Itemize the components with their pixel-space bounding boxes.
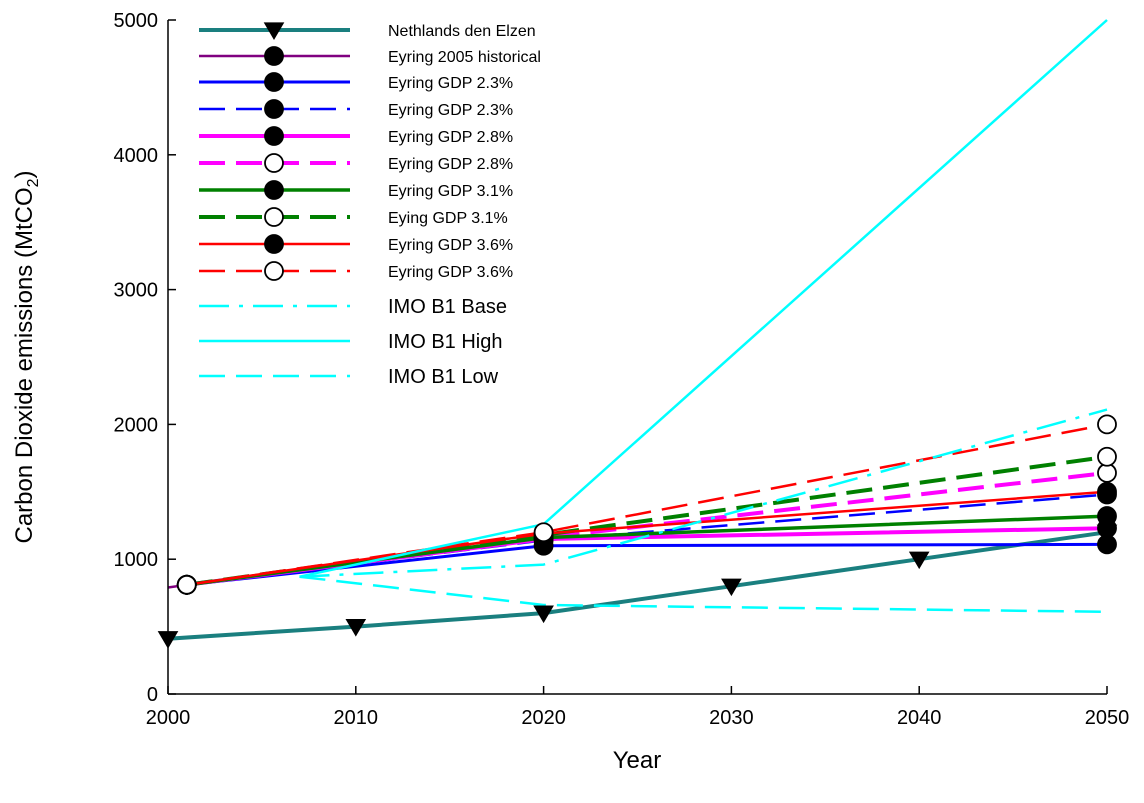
x-tick-label-2050: 2050 <box>1085 707 1130 729</box>
series-0-point-4 <box>908 551 930 570</box>
y-tick-label-4000: 4000 <box>114 145 159 167</box>
legend-marker-1 <box>264 46 284 66</box>
legend-marker-0 <box>263 22 285 40</box>
y-axis-title-subscript: 2 <box>25 178 42 187</box>
y-tick-label-5000: 5000 <box>114 10 159 32</box>
legend-label-6: Eyring GDP 3.1% <box>388 183 513 200</box>
legend-marker-4 <box>264 126 284 146</box>
marker-layer <box>157 414 1118 649</box>
series-0-point-2 <box>533 605 554 624</box>
y-tick-label-0: 0 <box>147 684 158 706</box>
x-tick-label-2040: 2040 <box>897 707 942 729</box>
legend-label-9: Eyring GDP 3.6% <box>388 264 513 281</box>
legend-label-0: Nethlands den Elzen <box>388 23 536 40</box>
legend-marker-7 <box>264 207 284 227</box>
x-tick-label-2030: 2030 <box>709 707 754 729</box>
series-0-point-1 <box>345 619 367 637</box>
series-line-12 <box>299 575 1108 614</box>
x-axis-title: Year <box>613 747 662 774</box>
legend-marker-2 <box>264 72 284 92</box>
legend-label-4: Eyring GDP 2.8% <box>388 129 513 146</box>
legend-marker-5 <box>264 153 284 173</box>
y-tick-label-2000: 2000 <box>114 414 159 436</box>
legend-marker-9 <box>264 261 284 281</box>
legend-marker-6 <box>264 180 284 200</box>
y-axis-title-close: ) <box>11 170 38 178</box>
x-tick-label-2010: 2010 <box>334 707 379 729</box>
series-layer <box>167 19 1108 641</box>
series-8-point-2 <box>1097 481 1117 502</box>
y-tick-label-3000: 3000 <box>114 280 159 302</box>
legend-label-2: Eyring GDP 2.3% <box>388 75 513 92</box>
y-axis-title-main: Carbon Dioxide emissions (MtCO <box>11 187 38 543</box>
legend-label-5: Eyring GDP 2.8% <box>388 156 513 173</box>
legend-marker-3 <box>264 99 284 119</box>
series-6-point-2 <box>1097 506 1117 526</box>
tick-layer: 2000 2010 2020 2030 2040 2050 0 1000 2000 3000 400… <box>114 10 1130 729</box>
series-line-0 <box>167 530 1108 641</box>
legend-label-12: IMO B1 Low <box>388 366 499 388</box>
axes-layer <box>167 20 1107 695</box>
legend-label-7: Eying GDP 3.1% <box>388 210 508 227</box>
series-line-10 <box>299 408 1108 578</box>
legend-label-8: Eyring GDP 3.6% <box>388 237 513 254</box>
series-7-point-2 <box>1097 446 1117 467</box>
legend-label-3: Eyring GDP 2.3% <box>388 102 513 119</box>
x-tick-label-2020: 2020 <box>521 707 566 729</box>
legend-label-10: IMO B1 Base <box>388 296 507 318</box>
legend-label-11: IMO B1 High <box>388 331 502 353</box>
y-axis-title: Carbon Dioxide emissions (MtCO2) <box>11 170 42 543</box>
legend-label-1: Eyring 2005 historical <box>388 49 541 66</box>
series-0-point-3 <box>721 578 742 597</box>
series-9-point-1 <box>533 522 554 543</box>
legend-marker-8 <box>264 234 284 254</box>
series-9-point-0 <box>176 574 197 595</box>
legend: Nethlands den Elzen Eyring 2005 historica… <box>199 22 541 388</box>
series-9-point-2 <box>1097 414 1117 435</box>
y-tick-label-1000: 1000 <box>114 549 159 571</box>
x-tick-label-2000: 2000 <box>146 707 191 729</box>
